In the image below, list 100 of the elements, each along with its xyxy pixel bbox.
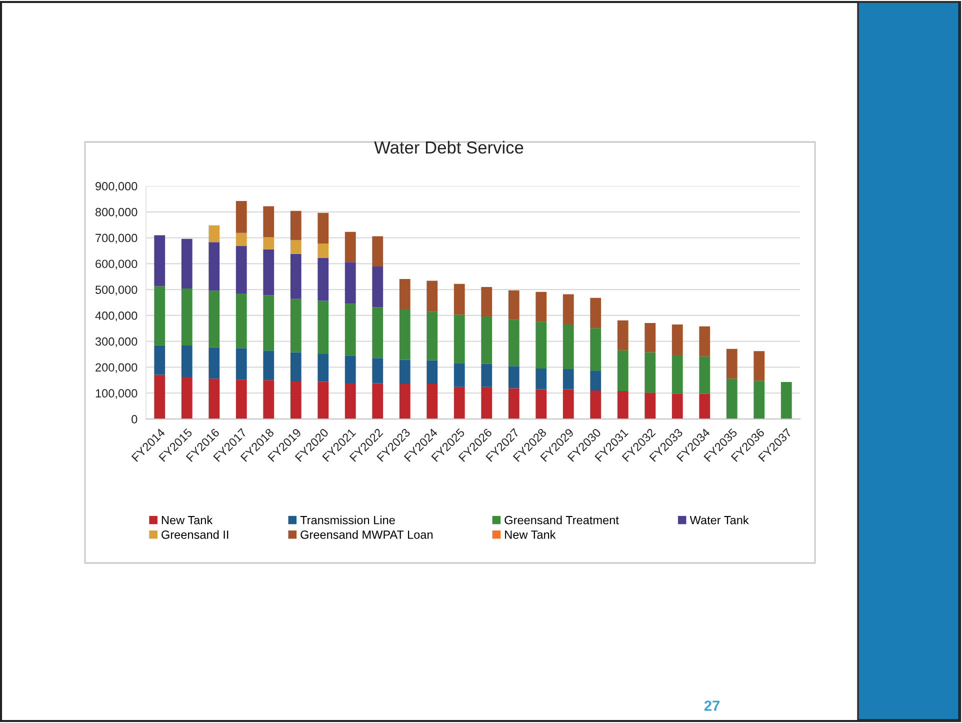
legend-label: Greensand II [162, 530, 228, 539]
legend-label: Water Tank [690, 516, 749, 524]
bar [263, 237, 274, 250]
bar [344, 356, 356, 384]
bar [481, 386, 492, 419]
y-tick-label: 300,000 [95, 337, 138, 348]
bar [536, 368, 547, 390]
bar [426, 360, 438, 384]
bar [644, 352, 656, 393]
bar [454, 284, 465, 315]
bar [617, 350, 628, 392]
bar [181, 288, 192, 346]
y-tick-label: 200,000 [96, 363, 138, 374]
bar [344, 262, 356, 304]
bar [754, 380, 765, 419]
bar [562, 369, 574, 390]
bar [290, 298, 302, 352]
bar [780, 382, 792, 419]
bar [372, 358, 384, 384]
bar [672, 324, 683, 356]
bar [644, 322, 656, 352]
bar [590, 370, 602, 391]
legend-label: Transmission Line [300, 516, 395, 524]
y-tick-label: 900,000 [96, 182, 138, 192]
y-tick-label: 800,000 [96, 208, 138, 218]
bar [263, 295, 274, 351]
bar [454, 386, 465, 419]
y-tick-label: 0 [132, 415, 138, 424]
bar [263, 380, 274, 419]
bar [372, 383, 384, 419]
bar [318, 243, 329, 258]
bar [290, 210, 302, 240]
bar [536, 322, 547, 369]
bar [481, 286, 492, 316]
bar [508, 388, 520, 419]
bar [562, 294, 574, 325]
bar [208, 225, 220, 242]
bar [562, 324, 574, 370]
bar [318, 258, 329, 301]
bar [426, 280, 438, 312]
bar [318, 354, 329, 382]
bar [672, 355, 683, 394]
bar [154, 286, 166, 346]
bar [318, 212, 329, 244]
legend-label: Greensand Treatment [504, 516, 619, 524]
bar [590, 298, 602, 328]
bar [208, 242, 220, 291]
bar [181, 238, 192, 289]
bar [208, 347, 220, 379]
bar [290, 254, 302, 299]
bar [454, 314, 465, 364]
bar [726, 378, 738, 419]
chart-title: Water Debt Service [374, 140, 524, 154]
bar [290, 380, 302, 419]
y-tick-label: 500,000 [95, 286, 138, 296]
bar [508, 366, 520, 388]
bar [154, 345, 166, 375]
bar [154, 374, 166, 419]
bar [181, 377, 192, 419]
bar [481, 316, 492, 364]
bar [372, 236, 384, 267]
bar [399, 384, 410, 419]
bar [154, 235, 166, 286]
bar [236, 380, 247, 419]
bar [672, 394, 683, 419]
bar [208, 290, 220, 348]
bar [699, 356, 710, 394]
bar [726, 348, 738, 379]
bar [181, 345, 192, 378]
bar [236, 348, 247, 380]
bar [236, 201, 247, 233]
bar [590, 328, 602, 371]
bar [617, 320, 628, 350]
y-tick-label: 100,000 [96, 389, 138, 399]
legend-label: New Tank [505, 530, 556, 539]
bar [617, 391, 628, 419]
bar [236, 232, 247, 246]
bar [399, 308, 410, 360]
y-tick-label: 400,000 [95, 311, 138, 322]
bar [263, 249, 274, 296]
bar [426, 312, 438, 360]
bar [208, 378, 220, 419]
bar [318, 382, 329, 419]
bar [372, 307, 384, 358]
bar [754, 351, 765, 381]
bar [263, 350, 274, 380]
bar [318, 300, 329, 354]
bar [290, 240, 302, 254]
bar [508, 320, 520, 366]
bar [454, 363, 465, 387]
bar [699, 394, 710, 419]
bar [344, 304, 356, 356]
bar [290, 352, 302, 381]
bar [399, 360, 410, 384]
bar [372, 266, 384, 308]
y-tick-label: 600,000 [96, 260, 138, 270]
bar [344, 383, 356, 419]
bar [481, 364, 492, 387]
bar [263, 206, 274, 238]
text: 27 [704, 700, 720, 711]
